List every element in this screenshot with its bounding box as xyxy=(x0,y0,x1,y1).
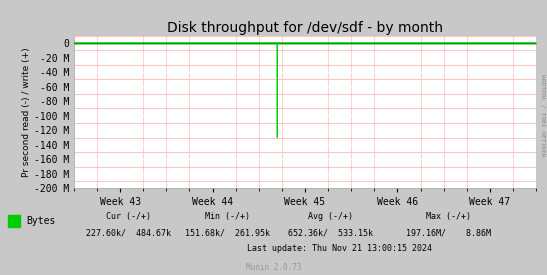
Text: 652.36k/  533.15k: 652.36k/ 533.15k xyxy=(288,229,374,238)
Text: Munin 2.0.73: Munin 2.0.73 xyxy=(246,263,301,272)
Text: Min (-/+): Min (-/+) xyxy=(205,212,249,221)
Text: Bytes: Bytes xyxy=(26,216,56,226)
Text: RRDTOOL / TOBI OETIKER: RRDTOOL / TOBI OETIKER xyxy=(540,74,545,157)
Text: Last update: Thu Nov 21 13:00:15 2024: Last update: Thu Nov 21 13:00:15 2024 xyxy=(247,244,432,253)
Text: Avg (-/+): Avg (-/+) xyxy=(309,212,353,221)
Text: 197.16M/    8.86M: 197.16M/ 8.86M xyxy=(406,229,491,238)
Title: Disk throughput for /dev/sdf - by month: Disk throughput for /dev/sdf - by month xyxy=(167,21,443,35)
Text: Cur (-/+): Cur (-/+) xyxy=(106,212,151,221)
Text: 151.68k/  261.95k: 151.68k/ 261.95k xyxy=(184,229,270,238)
Text: Max (-/+): Max (-/+) xyxy=(426,212,471,221)
Text: 227.60k/  484.67k: 227.60k/ 484.67k xyxy=(86,229,171,238)
Y-axis label: Pr second read (-) / write (+): Pr second read (-) / write (+) xyxy=(22,47,31,177)
